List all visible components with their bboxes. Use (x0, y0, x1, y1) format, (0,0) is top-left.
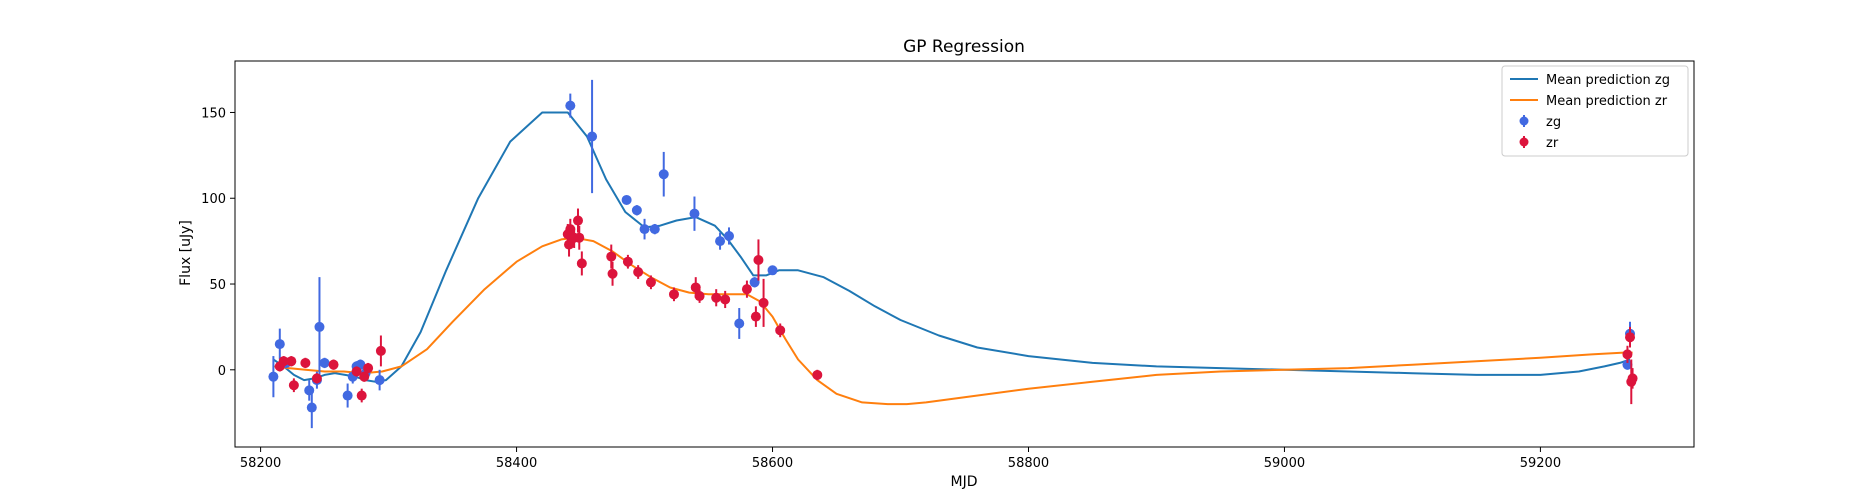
legend-label-2: zg (1546, 115, 1561, 130)
point-zg-27 (1622, 359, 1633, 370)
point-zg-7 (319, 357, 330, 368)
point-zg-8 (342, 390, 353, 401)
y-tick-label-2: 100 (201, 192, 226, 207)
point-zr-28 (720, 294, 731, 305)
y-axis: 0 50 100 150 (201, 106, 235, 379)
point-zr-18 (576, 258, 587, 269)
series-layer (268, 79, 1638, 429)
y-tick-label-1: 50 (209, 278, 226, 293)
point-zg-4 (306, 402, 317, 413)
x-tick-label-5: 59200 (1520, 456, 1561, 471)
point-zr-23 (645, 277, 656, 288)
point-zg-20 (658, 169, 669, 180)
point-zr-14 (565, 224, 576, 235)
point-zr-20 (607, 268, 618, 279)
point-zg-26 (767, 265, 778, 276)
plot-frame (234, 60, 1695, 448)
point-zr-35 (1622, 349, 1633, 360)
legend-label-1: Mean prediction zr (1546, 94, 1668, 109)
point-zr-7 (351, 366, 362, 377)
point-zr-13 (564, 239, 575, 250)
series-line-0 (272, 111, 1631, 383)
point-zg-19 (649, 224, 660, 235)
y-tick-label-0: 0 (218, 364, 226, 379)
point-zr-9 (359, 371, 370, 382)
legend: Mean prediction zg Mean prediction zr zg zr (1501, 65, 1689, 157)
point-zr-4 (300, 357, 311, 368)
point-zg-18 (639, 224, 650, 235)
point-zr-25 (690, 282, 701, 293)
x-axis-label: MJD (951, 474, 978, 490)
point-zg-16 (621, 194, 632, 205)
point-zr-24 (668, 289, 679, 300)
x-axis: 58200 58400 58600 58800 59000 59200 (240, 447, 1561, 471)
legend-box (1501, 65, 1689, 157)
point-zg-21 (689, 208, 700, 219)
point-zg-14 (565, 100, 576, 111)
point-zr-21 (622, 256, 633, 267)
point-zg-23 (724, 230, 735, 241)
point-zg-1 (274, 339, 285, 350)
point-zr-10 (363, 363, 374, 374)
point-zr-30 (750, 311, 761, 322)
point-zr-8 (356, 390, 367, 401)
point-zr-36 (1625, 332, 1636, 343)
point-zr-6 (328, 359, 339, 370)
point-zg-17 (631, 205, 642, 216)
y-axis-label: Flux [uJy] (178, 220, 194, 286)
point-zg-22 (715, 236, 726, 247)
legend-swatch-3 (1519, 137, 1529, 147)
point-zr-38 (1627, 373, 1638, 384)
series-line-1 (273, 236, 1633, 406)
point-zr-33 (775, 325, 786, 336)
legend-label-0: Mean prediction zg (1546, 73, 1670, 88)
point-zg-15 (587, 131, 598, 142)
point-zr-31 (753, 255, 764, 266)
point-zr-1 (278, 356, 289, 367)
plot-area (234, 60, 1695, 448)
point-zg-0 (268, 371, 279, 382)
point-zr-19 (606, 251, 617, 262)
x-tick-label-0: 58200 (240, 456, 281, 471)
x-tick-label-1: 58400 (496, 456, 537, 471)
point-zr-29 (741, 284, 752, 295)
point-zr-16 (572, 215, 583, 226)
point-zr-3 (288, 380, 299, 391)
point-zr-2 (286, 356, 297, 367)
point-zr-27 (711, 292, 722, 303)
y-tick-label-3: 150 (201, 106, 226, 121)
point-zg-25 (749, 277, 760, 288)
chart-title: GP Regression (903, 37, 1025, 57)
point-zg-13 (374, 375, 385, 386)
x-tick-label-4: 59000 (1264, 456, 1305, 471)
point-zr-17 (574, 232, 585, 243)
x-tick-label-3: 58800 (1008, 456, 1049, 471)
point-zg-24 (734, 318, 745, 329)
legend-swatch-2 (1519, 116, 1529, 126)
point-zr-34 (812, 369, 823, 380)
x-tick-label-2: 58600 (752, 456, 793, 471)
point-zr-11 (375, 345, 386, 356)
point-zr-5 (311, 373, 322, 384)
point-zr-22 (633, 267, 644, 278)
point-zr-32 (758, 297, 769, 308)
point-zr-26 (694, 291, 705, 302)
legend-label-3: zr (1546, 136, 1559, 151)
point-zg-6 (314, 321, 325, 332)
